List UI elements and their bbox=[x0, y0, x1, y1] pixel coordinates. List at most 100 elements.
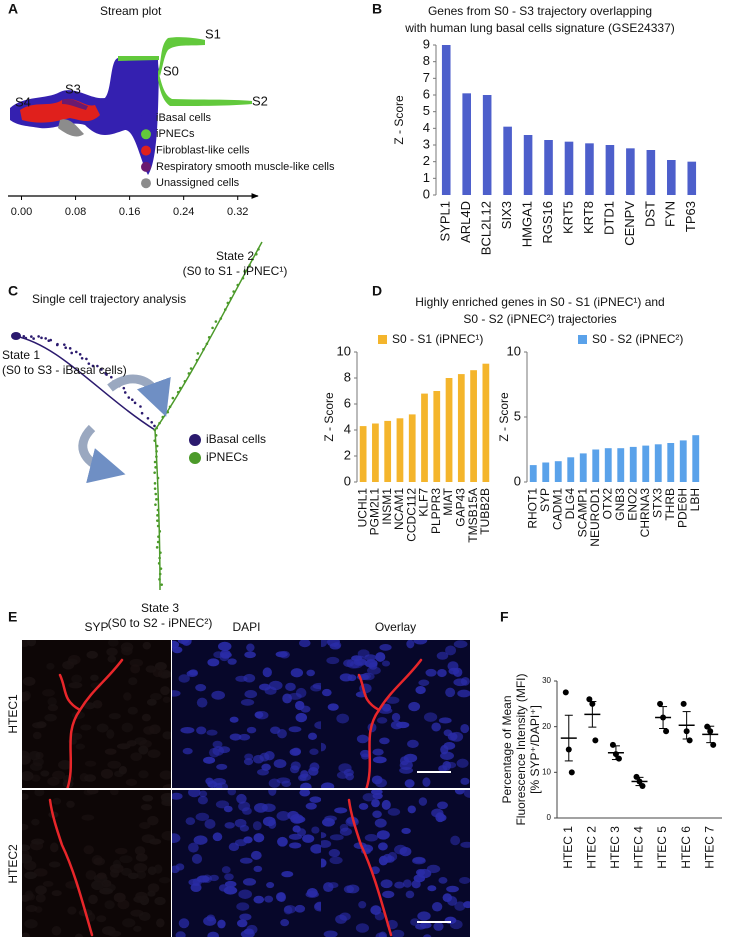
nucleus bbox=[261, 763, 271, 771]
nucleus bbox=[147, 815, 159, 826]
cell-dot bbox=[178, 386, 182, 390]
bar bbox=[529, 465, 537, 482]
nucleus bbox=[426, 864, 441, 874]
nucleus bbox=[336, 771, 349, 779]
nucleus bbox=[71, 674, 83, 684]
nucleus bbox=[299, 773, 312, 781]
nucleus bbox=[119, 855, 133, 864]
nucleus bbox=[161, 830, 171, 841]
nucleus bbox=[390, 720, 403, 730]
cell-dot bbox=[255, 252, 258, 256]
nucleus bbox=[236, 919, 248, 928]
cell-dot bbox=[150, 420, 154, 424]
nucleus bbox=[34, 790, 45, 797]
nucleus bbox=[122, 918, 136, 928]
nucleus bbox=[196, 697, 208, 708]
y-axis-label: Z - Score bbox=[322, 392, 336, 442]
nucleus bbox=[239, 857, 253, 864]
nucleus bbox=[65, 880, 79, 889]
x-tick-label: TMSB15A bbox=[466, 488, 480, 543]
nucleus bbox=[227, 658, 237, 665]
nucleus bbox=[288, 726, 302, 733]
nucleus bbox=[241, 807, 252, 815]
cell-dot bbox=[187, 372, 191, 375]
nucleus bbox=[191, 853, 203, 864]
nucleus bbox=[109, 863, 124, 874]
x-tick-label: TUBB2B bbox=[478, 488, 492, 535]
nucleus bbox=[202, 874, 213, 884]
cell-dot bbox=[30, 335, 33, 338]
nucleus bbox=[415, 869, 426, 876]
nucleus bbox=[207, 658, 220, 667]
x-tick-label: RGS16 bbox=[540, 201, 555, 244]
syp-signal bbox=[347, 798, 393, 937]
nucleus bbox=[262, 816, 276, 827]
cell-dot bbox=[127, 396, 131, 399]
branch-basal bbox=[14, 335, 156, 431]
nucleus bbox=[339, 912, 351, 921]
nucleus bbox=[246, 924, 258, 935]
nucleus bbox=[357, 649, 370, 658]
cell-dot bbox=[219, 317, 223, 320]
nucleus bbox=[67, 906, 77, 915]
image-content bbox=[172, 790, 321, 937]
nucleus bbox=[355, 923, 370, 933]
legend-swatch bbox=[189, 434, 201, 446]
cell-dot bbox=[146, 417, 150, 420]
nucleus bbox=[172, 646, 183, 654]
nucleus bbox=[327, 703, 339, 711]
nucleus bbox=[52, 797, 62, 805]
nucleus bbox=[135, 891, 148, 901]
nucleus bbox=[407, 805, 416, 814]
nucleus bbox=[22, 676, 36, 687]
cell-dot bbox=[105, 373, 108, 376]
nucleus bbox=[35, 885, 47, 895]
nucleus bbox=[405, 890, 415, 899]
nucleus bbox=[195, 684, 207, 692]
nucleus bbox=[404, 779, 415, 788]
bar bbox=[470, 370, 477, 482]
nucleus bbox=[215, 800, 230, 809]
bar bbox=[421, 393, 428, 482]
stream-unassigned bbox=[58, 119, 84, 137]
nucleus bbox=[380, 879, 393, 889]
nucleus bbox=[300, 782, 312, 788]
nucleus bbox=[305, 890, 319, 898]
chart-title: Highly enriched genes in S0 - S1 (iPNEC¹… bbox=[415, 295, 664, 309]
nucleus bbox=[285, 682, 296, 691]
x-tick-label: SYPL1 bbox=[438, 201, 453, 241]
cell-dot bbox=[159, 551, 162, 554]
nucleus bbox=[275, 651, 288, 658]
y-tick-label: 0 bbox=[514, 473, 521, 488]
cell-dot bbox=[257, 247, 260, 251]
bar bbox=[579, 453, 587, 482]
nucleus bbox=[142, 795, 154, 802]
data-point bbox=[657, 700, 664, 707]
nucleus bbox=[288, 833, 302, 840]
nucleus bbox=[84, 760, 97, 767]
nucleus bbox=[22, 793, 29, 800]
cell-dot bbox=[47, 339, 51, 343]
nucleus bbox=[447, 896, 458, 906]
nucleus bbox=[110, 790, 119, 796]
x-tick-label: PLPPR3 bbox=[429, 488, 443, 534]
cell-dot bbox=[236, 283, 240, 287]
nucleus bbox=[188, 790, 201, 798]
nucleus bbox=[177, 640, 190, 645]
nucleus bbox=[328, 882, 339, 889]
nucleus bbox=[51, 890, 62, 897]
x-tick-label: CCDC112 bbox=[404, 488, 418, 542]
cell-dot bbox=[100, 368, 103, 371]
nucleus bbox=[259, 752, 270, 762]
cell-dot bbox=[205, 342, 209, 346]
nucleus bbox=[309, 748, 319, 755]
y-tick-label: 10 bbox=[337, 343, 351, 358]
legend-swatch bbox=[141, 178, 151, 189]
nucleus bbox=[440, 751, 455, 760]
nucleus bbox=[99, 887, 114, 895]
nucleus bbox=[379, 644, 392, 651]
nucleus bbox=[33, 868, 48, 877]
nucleus bbox=[250, 850, 262, 860]
x-tick-label: HTEC 7 bbox=[702, 826, 716, 869]
nucleus bbox=[445, 687, 456, 698]
